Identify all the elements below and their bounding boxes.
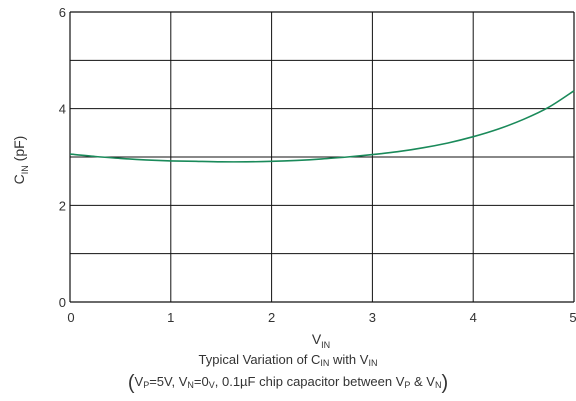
y-tick-labels: 0 2 4 6 (59, 5, 66, 310)
y-tick-label: 6 (59, 5, 66, 20)
grid (70, 12, 574, 302)
chart-caption-title: Typical Variation of CIN with VIN (198, 352, 378, 368)
y-tick-label: 2 (59, 198, 66, 213)
x-axis-label: VIN (312, 331, 330, 350)
x-tick-label: 2 (268, 310, 275, 325)
data-series (69, 90, 575, 163)
x-tick-label: 3 (369, 310, 376, 325)
y-tick-label: 0 (59, 295, 66, 310)
y-axis-label: CIN (pF) (11, 136, 30, 185)
x-tick-label: 1 (167, 310, 174, 325)
x-tick-labels: 0 1 2 3 4 5 (67, 310, 576, 325)
chart: 0 1 2 3 4 5 0 2 4 6 VIN CIN (pF) (11, 5, 576, 350)
y-tick-label: 4 (59, 102, 66, 117)
x-tick-label: 5 (569, 310, 576, 325)
x-tick-label: 4 (470, 310, 477, 325)
plot-frame (69, 11, 575, 303)
x-tick-label: 0 (67, 310, 74, 325)
cin-curve (69, 90, 575, 163)
chart-caption-conditions: (VP=5V, VN=0V, 0.1µF chip capacitor betw… (127, 372, 449, 394)
